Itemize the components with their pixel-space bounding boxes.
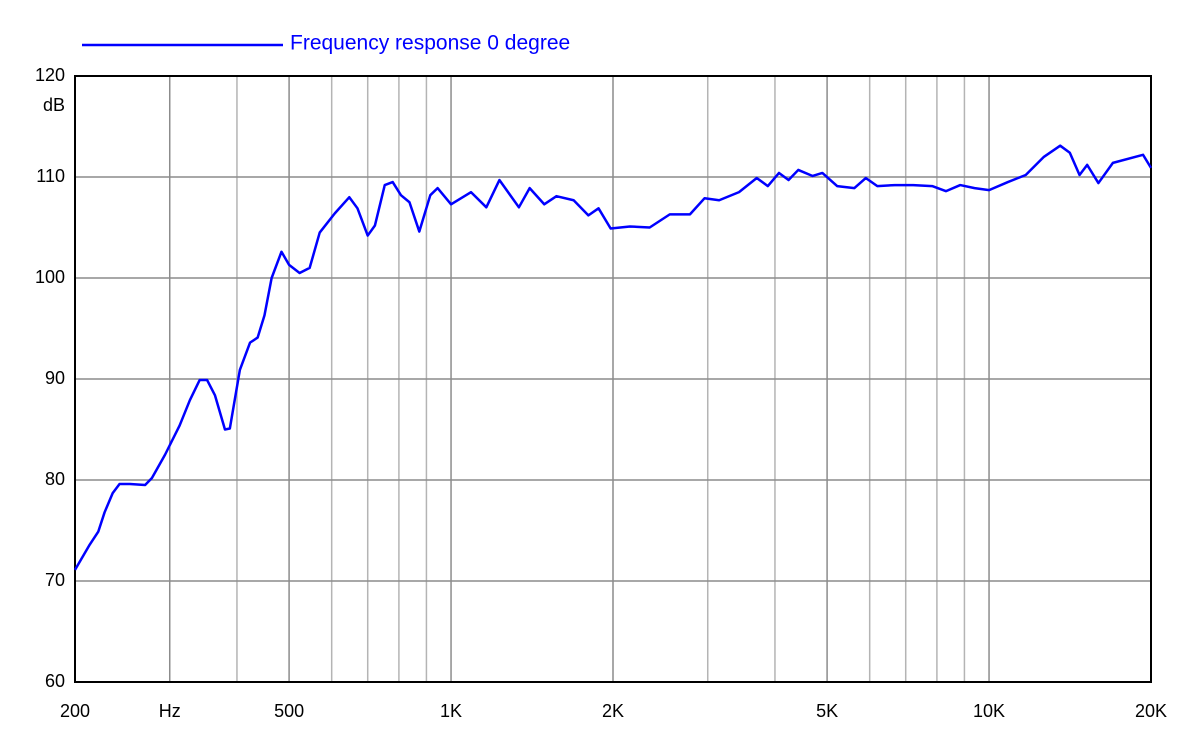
x-tick-label: 2K [602, 701, 624, 721]
y-tick-label: 90 [45, 368, 65, 388]
x-tick-label: Hz [159, 701, 181, 721]
x-tick-label: 500 [274, 701, 304, 721]
plot-frame [74, 75, 1152, 683]
y-tick-label: 110 [36, 166, 65, 186]
x-tick-label: 5K [816, 701, 838, 721]
x-tick-label: 20K [1135, 701, 1167, 721]
y-tick-label: 120 [35, 65, 65, 85]
y-tick-label: 70 [45, 570, 65, 590]
y-tick-label: 60 [45, 671, 65, 691]
y-tick-label: 100 [35, 267, 65, 287]
x-tick-label: 200 [60, 701, 90, 721]
legend-label: Frequency response 0 degree [290, 32, 570, 55]
y-axis-label: dB [43, 95, 65, 115]
x-tick-label: 10K [973, 701, 1005, 721]
x-tick-label: 1K [440, 701, 462, 721]
data-line [73, 144, 1153, 571]
y-tick-label: 80 [45, 469, 65, 489]
